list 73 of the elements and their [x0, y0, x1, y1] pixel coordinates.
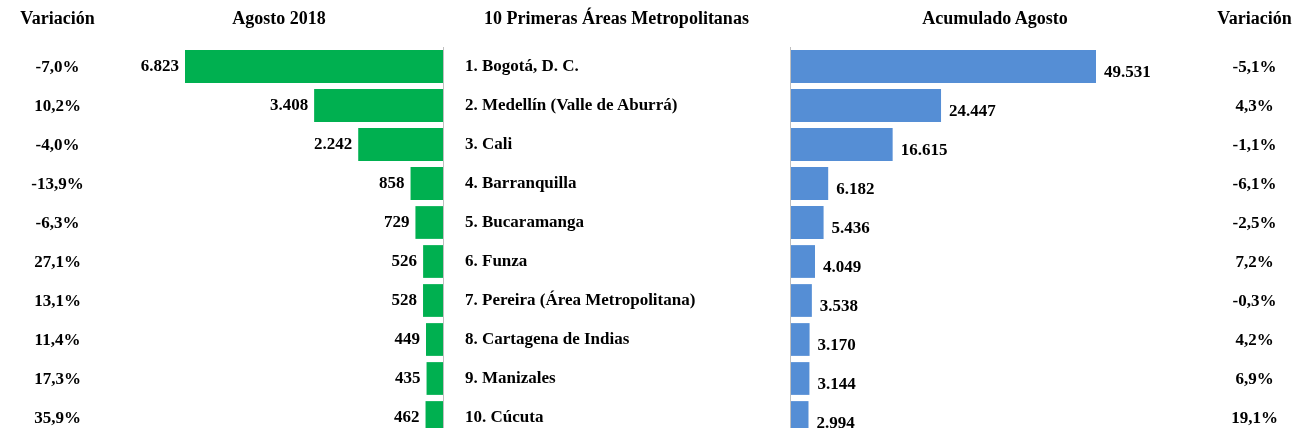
- bar: [410, 167, 443, 200]
- text: 35,9%: [33, 407, 82, 428]
- y-tick-label: 9. Manizales: [465, 367, 557, 387]
- data-label: 49.531: [1104, 61, 1151, 81]
- text: 4,3%: [1234, 95, 1275, 117]
- data-label: 4.049: [823, 256, 862, 276]
- bar: [423, 245, 443, 278]
- text: -13,9%: [30, 173, 85, 195]
- text: 11,4%: [33, 329, 82, 351]
- y-axis-title: 10 Primeras Áreas Metropolitanas: [483, 6, 750, 30]
- bar: [415, 206, 443, 239]
- y-tick-label: 1. Bogotá, D. C.: [465, 55, 579, 75]
- bar: [790, 50, 1096, 83]
- text: 13,1%: [33, 290, 82, 312]
- data-label: 6.823: [140, 55, 179, 75]
- y-tick-label: 5. Bucaramanga: [465, 211, 585, 231]
- text: Variación: [19, 7, 96, 30]
- y-tick-label: 8. Cartagena de Indias: [465, 328, 630, 348]
- y-tick-label: 7. Pereira (Área Metropolitana): [465, 289, 696, 309]
- data-label: 3.170: [817, 334, 856, 354]
- text: 27,1%: [33, 251, 82, 273]
- chart-title: Acumulado Agosto: [921, 7, 1069, 30]
- bar: [790, 206, 824, 239]
- text: 7,2%: [1234, 251, 1275, 273]
- text: -6,3%: [34, 212, 81, 234]
- data-label: 5.436: [831, 217, 870, 237]
- bar: [790, 323, 810, 356]
- bar: [358, 128, 443, 161]
- bar: [426, 362, 443, 395]
- bar: [790, 128, 893, 161]
- text: -2,5%: [1231, 212, 1278, 234]
- bar: [790, 245, 816, 278]
- y-tick-label: 2. Medellín (Valle de Aburrá): [465, 94, 678, 114]
- chart-title: Agosto 2018: [231, 7, 327, 30]
- data-label: 24.447: [949, 100, 997, 120]
- y-tick-label: 10. Cúcuta: [465, 406, 544, 426]
- bar: [314, 89, 443, 122]
- data-label: 449: [394, 328, 421, 348]
- text: 19,1%: [1230, 407, 1279, 428]
- bar: [423, 284, 443, 317]
- bar: [185, 50, 443, 83]
- text: 10,2%: [33, 95, 82, 117]
- text: -5,1%: [1231, 56, 1278, 78]
- data-label: 2.994: [816, 412, 856, 428]
- data-label: 435: [395, 367, 421, 387]
- text: 6,9%: [1234, 368, 1275, 390]
- text: -7,0%: [34, 56, 81, 78]
- y-tick-label: 6. Funza: [465, 250, 528, 270]
- data-label: 3.538: [819, 295, 859, 315]
- data-label: 729: [383, 211, 410, 231]
- bar: [790, 284, 812, 317]
- text: 17,3%: [33, 368, 82, 390]
- text: -1,1%: [1231, 134, 1278, 156]
- y-tick-label: 3. Cali: [465, 133, 513, 153]
- text: -0,3%: [1231, 290, 1278, 312]
- data-label: 6.182: [836, 178, 875, 198]
- y-tick-label: 4. Barranquilla: [465, 172, 577, 192]
- data-label: 3.408: [269, 94, 309, 114]
- bar: [790, 167, 829, 200]
- text: Variación: [1216, 7, 1293, 30]
- data-label: 2.242: [313, 133, 353, 153]
- data-label: 526: [391, 250, 418, 270]
- data-label: 462: [394, 406, 420, 426]
- bar: [790, 89, 942, 122]
- data-label: 3.144: [817, 373, 857, 393]
- bar: [790, 362, 810, 395]
- text: 4,2%: [1234, 329, 1275, 351]
- data-label: 16.615: [900, 139, 948, 159]
- data-label: 858: [379, 172, 405, 192]
- data-label: 528: [391, 289, 418, 309]
- text: -4,0%: [34, 134, 81, 156]
- bar: [426, 323, 443, 356]
- text: -6,1%: [1231, 173, 1278, 195]
